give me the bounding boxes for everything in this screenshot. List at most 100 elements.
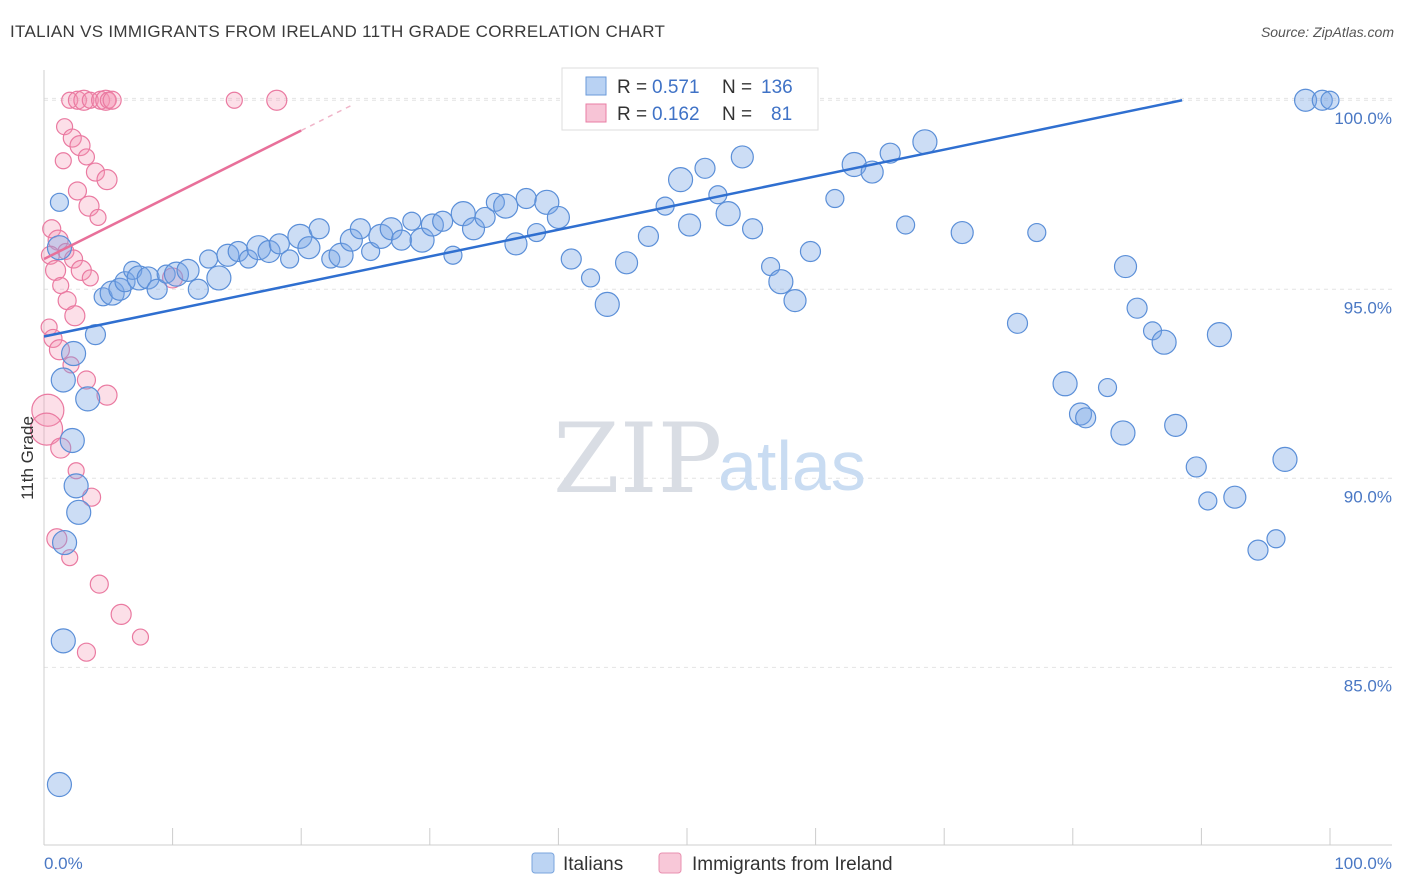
legend-swatch-italians bbox=[531, 852, 555, 874]
italians-point bbox=[715, 201, 741, 227]
italians-point bbox=[694, 157, 716, 179]
italians-point bbox=[206, 265, 232, 291]
italians-point bbox=[349, 218, 371, 240]
ireland-point bbox=[29, 412, 64, 446]
x-axis-ticks bbox=[43, 828, 1331, 845]
italians-point bbox=[146, 278, 168, 300]
ireland-point bbox=[110, 603, 132, 625]
watermark-zip: ZIP bbox=[553, 403, 722, 515]
italians-point bbox=[1006, 312, 1029, 334]
italians-point bbox=[474, 206, 496, 229]
italians-point bbox=[50, 628, 76, 654]
y-tick-label: 95.0% bbox=[1344, 298, 1392, 317]
italians-point bbox=[1126, 297, 1148, 319]
italians-point bbox=[432, 210, 454, 232]
italians-point bbox=[1223, 485, 1247, 509]
italians-point bbox=[637, 225, 660, 247]
stats-n-value-ireland: 81 bbox=[771, 104, 792, 125]
ireland-point bbox=[89, 208, 107, 227]
ireland-point bbox=[96, 169, 118, 191]
italians-trendline bbox=[43, 99, 1183, 338]
italians-point bbox=[1266, 529, 1286, 549]
italians-point bbox=[614, 251, 639, 275]
italians-point bbox=[1185, 456, 1207, 478]
stats-swatch-italians bbox=[585, 76, 607, 96]
italians-point bbox=[50, 367, 76, 393]
italians-point bbox=[339, 228, 363, 252]
ireland-point bbox=[266, 89, 288, 111]
y-tick-label: 85.0% bbox=[1344, 676, 1392, 695]
italians-point bbox=[730, 145, 754, 169]
ireland-point bbox=[46, 528, 68, 550]
italians-point bbox=[594, 291, 620, 317]
stats-r-label-ireland: R = bbox=[617, 104, 647, 125]
italians-point bbox=[1110, 420, 1136, 446]
italians-point bbox=[297, 236, 321, 260]
ireland-point bbox=[55, 118, 74, 136]
italians-point bbox=[51, 529, 78, 556]
italians-point bbox=[227, 240, 249, 263]
italians-point bbox=[1075, 407, 1097, 429]
italians-point bbox=[136, 266, 160, 290]
ireland-point bbox=[48, 339, 71, 361]
chart-title: ITALIAN VS IMMIGRANTS FROM IRELAND 11TH … bbox=[10, 22, 666, 41]
watermark: ZIP atlas bbox=[553, 403, 866, 515]
italians-point bbox=[156, 264, 176, 284]
italians-points bbox=[46, 88, 1340, 798]
ireland-point bbox=[89, 574, 109, 594]
italians-point bbox=[1272, 446, 1298, 472]
italians-point bbox=[1198, 491, 1218, 511]
ireland-point bbox=[73, 89, 95, 111]
stats-r-value-ireland: 0.162 bbox=[652, 104, 700, 125]
italians-point bbox=[49, 192, 70, 212]
italians-point bbox=[126, 265, 152, 291]
italians-point bbox=[741, 218, 764, 240]
italians-point bbox=[461, 217, 486, 241]
ireland-point bbox=[131, 628, 150, 646]
trendlines bbox=[43, 99, 1183, 338]
y-axis-label: 11th Grade bbox=[18, 416, 37, 500]
ireland-point bbox=[225, 91, 243, 109]
legend-label-ireland: Immigrants from Ireland bbox=[692, 854, 893, 875]
italians-point bbox=[60, 340, 87, 367]
italians-point bbox=[1293, 88, 1318, 112]
ireland-point bbox=[67, 181, 88, 201]
ireland-point bbox=[96, 384, 118, 406]
ireland-point bbox=[76, 642, 97, 662]
ireland-point bbox=[62, 128, 82, 148]
italians-point bbox=[1164, 413, 1188, 437]
x-tick-label-max: 100.0% bbox=[1334, 854, 1392, 873]
italians-point bbox=[799, 240, 822, 263]
italians-point bbox=[402, 211, 422, 231]
stats-n-value-italians: 136 bbox=[761, 77, 793, 98]
italians-point bbox=[768, 269, 794, 295]
italians-point bbox=[1052, 371, 1078, 397]
italians-point bbox=[390, 229, 413, 251]
ireland-point bbox=[61, 549, 79, 567]
stats-n-label-italians: N = bbox=[722, 77, 752, 98]
ireland-point bbox=[69, 135, 91, 157]
stats-box: R = 0.571 N = 136 R = 0.162 N = 81 bbox=[561, 67, 819, 131]
x-tick-label-min: 0.0% bbox=[44, 854, 83, 873]
ireland-point bbox=[54, 152, 72, 170]
italians-point bbox=[1027, 222, 1047, 243]
italians-point bbox=[280, 249, 300, 269]
italians-point bbox=[912, 129, 938, 155]
stats-n-label-ireland: N = bbox=[722, 104, 752, 125]
italians-point bbox=[176, 258, 200, 282]
ireland-point bbox=[64, 305, 86, 327]
legend-label-italians: Italians bbox=[563, 854, 623, 875]
y-axis-tick-labels: 85.0% 90.0% 95.0% 100.0% bbox=[1334, 109, 1392, 695]
italians-point bbox=[1151, 329, 1177, 355]
italians-point bbox=[950, 220, 974, 245]
gridlines bbox=[44, 97, 1392, 668]
stats-swatch-ireland bbox=[585, 103, 607, 123]
legend-swatch-ireland bbox=[658, 852, 682, 874]
italians-point bbox=[66, 499, 92, 525]
italians-point bbox=[1247, 539, 1269, 561]
italians-point bbox=[308, 218, 330, 240]
italians-point bbox=[677, 213, 702, 237]
ireland-point bbox=[77, 148, 96, 166]
ireland-point bbox=[76, 370, 97, 390]
